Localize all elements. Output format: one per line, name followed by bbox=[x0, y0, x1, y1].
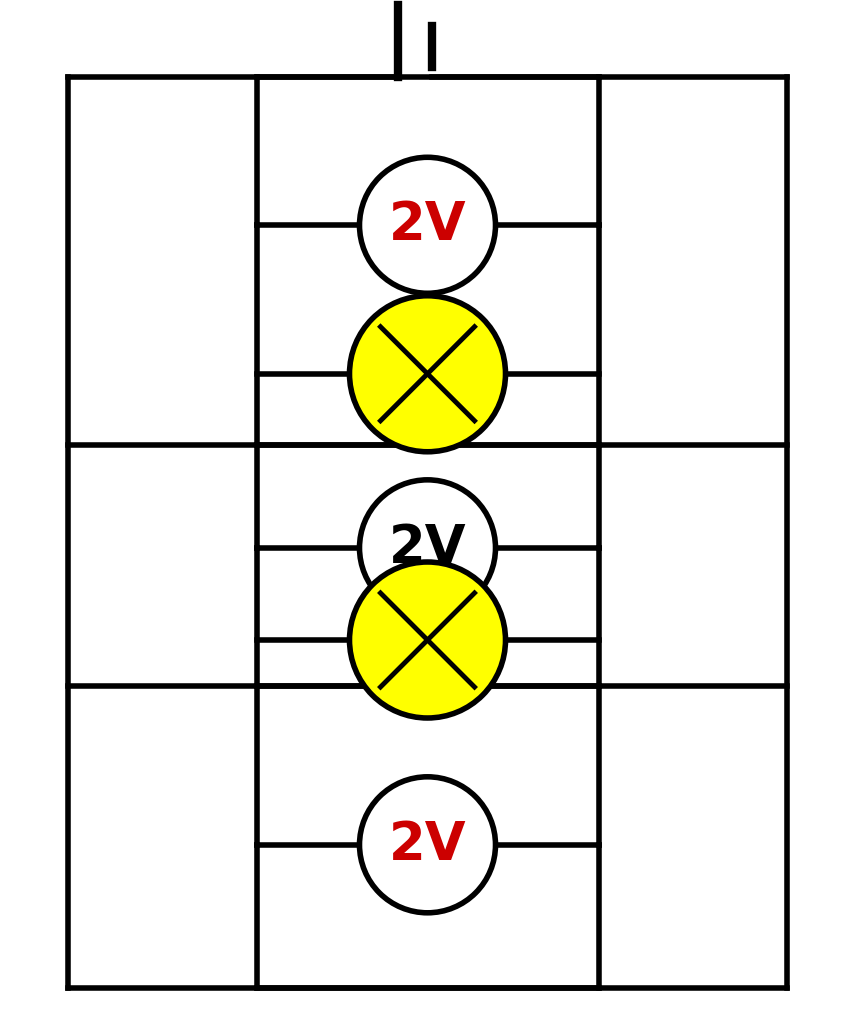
Ellipse shape bbox=[350, 296, 505, 452]
Ellipse shape bbox=[359, 480, 496, 615]
Ellipse shape bbox=[350, 562, 505, 718]
Ellipse shape bbox=[359, 777, 496, 912]
Text: 2V: 2V bbox=[389, 819, 466, 870]
Text: 2V: 2V bbox=[389, 522, 466, 573]
Ellipse shape bbox=[359, 158, 496, 293]
Text: 2V: 2V bbox=[389, 200, 466, 251]
